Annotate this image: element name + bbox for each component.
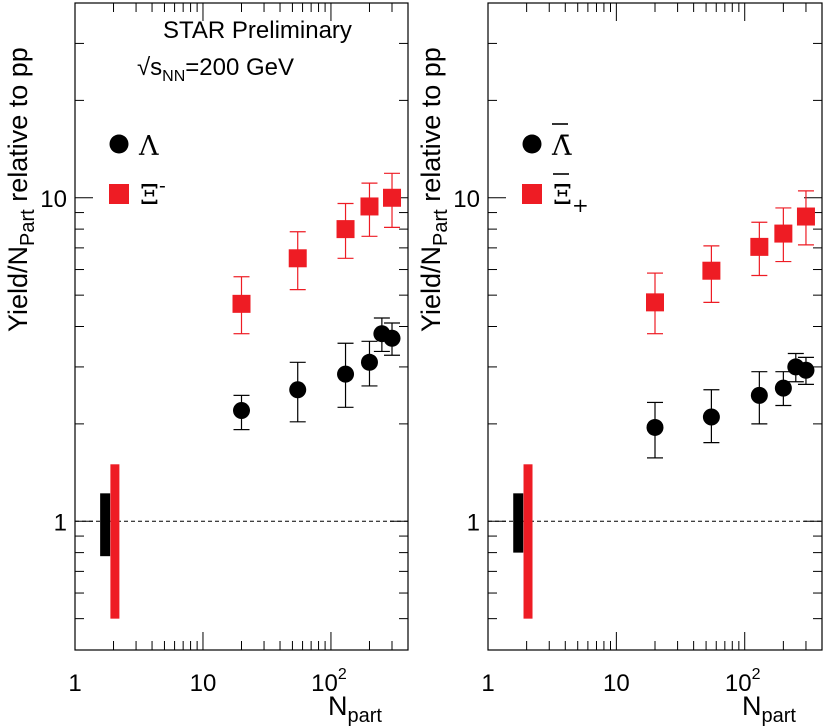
legend-label: Λ <box>138 131 159 162</box>
annotation-line1: STAR Preliminary <box>163 17 352 44</box>
x-tick-label: 1 <box>68 670 81 697</box>
data-point-circle <box>289 381 307 399</box>
data-point-square <box>646 293 664 312</box>
data-point-circle <box>360 353 378 371</box>
data-point-square <box>702 261 721 280</box>
data-point-square <box>336 220 355 239</box>
x-tick-label: 1 <box>481 670 494 697</box>
norm-uncertainty-bar <box>513 493 524 553</box>
legend-marker-square <box>522 184 542 204</box>
panel-left: 1 10 102 1 10 Npart Yield/NPart relative to pp… <box>3 2 409 726</box>
data-point-square <box>360 197 379 216</box>
x-tick-label: 102 <box>725 666 761 697</box>
norm-uncertainty-bar <box>523 464 533 619</box>
data-point-circle <box>797 361 815 379</box>
y-tick-label: 1 <box>54 509 67 536</box>
norm-uncertainty-bar <box>110 464 120 619</box>
data-point-circle <box>774 379 792 397</box>
legend-label: Ξ- <box>140 173 166 211</box>
data-point-square <box>232 294 251 313</box>
legend-marker-square <box>109 184 129 204</box>
data-point-square <box>750 237 769 256</box>
data-point-circle <box>233 401 250 419</box>
legend-marker-circle <box>522 134 542 154</box>
norm-uncertainty-bar <box>100 493 111 557</box>
x-tick-label: 10 <box>190 670 217 697</box>
y-tick-label: 1 <box>467 509 480 536</box>
data-point-square <box>383 188 402 207</box>
data-point-circle <box>383 329 401 347</box>
legend-marker-circle <box>109 134 129 154</box>
x-axis-title: Npart <box>328 691 382 726</box>
data-point-square <box>774 224 793 243</box>
data-point-circle <box>702 408 720 426</box>
data-point-square <box>288 249 307 268</box>
x-tick-label: 102 <box>311 666 347 697</box>
data-point-circle <box>750 386 768 404</box>
x-tick-label: 10 <box>603 670 630 697</box>
y-axis-title: Yield/NPart relative to pp <box>416 47 452 332</box>
y-tick-label: 10 <box>40 186 67 213</box>
y-tick-label: 10 <box>453 186 480 213</box>
x-axis-title: Npart <box>742 691 796 726</box>
annotation-energy: √sNN=200 GeV <box>137 54 294 85</box>
legend-label: Ξ+ <box>553 180 589 217</box>
data-point-circle <box>646 418 664 436</box>
panel-right: 1 10 102 1 10 Npart Yield/NPart relative to pp… <box>416 2 823 726</box>
legend-label: Λ̄ <box>551 131 572 162</box>
y-axis-title: Yield/NPart relative to pp <box>3 47 39 332</box>
data-point-square <box>796 207 815 226</box>
data-point-circle <box>337 365 355 383</box>
